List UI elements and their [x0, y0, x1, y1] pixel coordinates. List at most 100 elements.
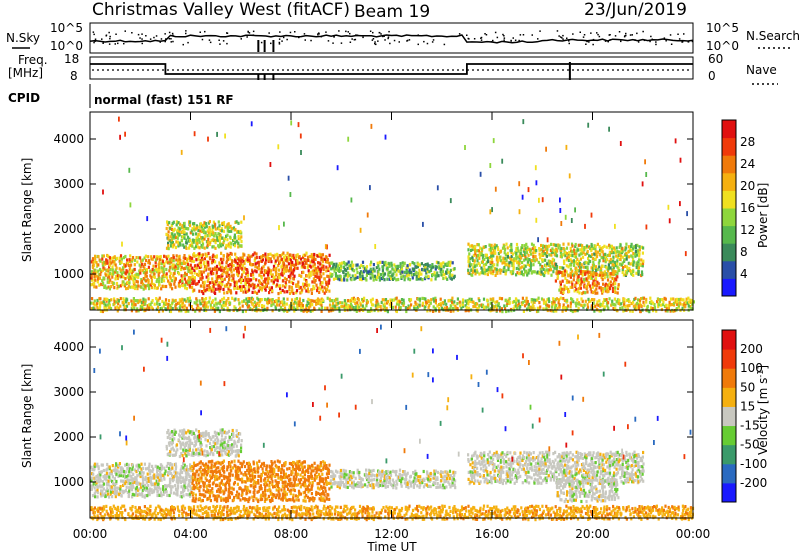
echo-cell	[177, 226, 180, 230]
nsearch-dot	[279, 31, 281, 33]
echo-cell	[252, 253, 255, 257]
echo-cell	[151, 269, 154, 273]
echo-cell	[199, 263, 202, 267]
echo-cell	[309, 264, 312, 268]
echo-cell	[621, 306, 624, 310]
echo-cell	[214, 241, 217, 245]
echo-cell	[181, 281, 184, 285]
echo-cell	[571, 259, 574, 263]
echo-cell	[144, 254, 147, 258]
nsearch-dot	[566, 37, 568, 39]
echo-cell	[248, 255, 251, 259]
echo-cell	[481, 303, 485, 307]
nsearch-dot	[629, 34, 632, 36]
echo-cell	[177, 476, 180, 480]
echo-cell	[213, 280, 216, 284]
nsearch-dot	[378, 32, 381, 34]
echo-cell	[203, 280, 206, 284]
nsearch-dot	[490, 41, 493, 43]
echo-cell	[434, 298, 437, 303]
echo-cell	[277, 272, 281, 276]
echo-cell	[266, 306, 269, 310]
echo-cell	[487, 270, 490, 274]
echo-cell	[90, 465, 93, 469]
echo-cell	[284, 285, 287, 289]
echo-cell	[165, 464, 168, 468]
echo-cell	[577, 248, 580, 252]
echo-cell	[248, 299, 251, 303]
echo-cell	[630, 242, 633, 246]
echo-cell	[319, 287, 322, 291]
echo-cell	[173, 282, 176, 286]
echo-cell	[189, 271, 192, 275]
echo-cell	[614, 270, 617, 274]
echo-cell	[195, 299, 198, 303]
echo-cell	[194, 232, 198, 236]
echo-cell	[96, 479, 99, 483]
echo-cell	[142, 300, 145, 304]
echo-cell	[136, 463, 139, 467]
echo-cell	[369, 185, 371, 191]
echo-cell	[424, 275, 427, 279]
echo-cell	[121, 266, 125, 270]
echo-cell	[461, 303, 464, 307]
echo-cell	[116, 286, 119, 290]
echo-cell	[560, 266, 563, 270]
echo-cell	[443, 299, 446, 303]
echo-cell	[228, 437, 231, 441]
echo-cell	[206, 305, 210, 309]
echo-cell	[321, 253, 324, 257]
echo-cell	[140, 467, 143, 471]
echo-cell	[532, 243, 535, 247]
echo-cell	[141, 269, 144, 273]
echo-cell	[399, 271, 402, 275]
echo-cell	[282, 271, 286, 275]
echo-cell	[182, 260, 185, 264]
echo-cell	[101, 489, 104, 493]
echo-cell	[212, 225, 215, 229]
echo-cell	[148, 462, 151, 466]
echo-cell	[234, 449, 237, 453]
echo-cell	[162, 267, 165, 271]
echo-cell	[637, 249, 640, 253]
echo-cell	[148, 465, 151, 469]
echo-cell	[206, 240, 209, 244]
colorbar-swatch	[722, 225, 736, 244]
echo-cell	[423, 264, 426, 268]
echo-cell	[114, 263, 117, 267]
nsearch-dot	[681, 41, 684, 43]
echo-cell	[282, 265, 285, 269]
echo-cell	[426, 262, 429, 266]
echo-cell	[145, 258, 148, 263]
echo-cell	[173, 437, 176, 441]
echo-cell	[650, 302, 653, 306]
echo-cell	[109, 271, 112, 275]
echo-cell	[591, 282, 594, 286]
echo-cell	[176, 448, 179, 452]
echo-cell	[343, 303, 346, 307]
echo-cell	[479, 253, 482, 257]
cpid-text: normal (fast) 151 RF	[94, 93, 234, 107]
echo-cell	[223, 269, 226, 273]
echo-cell	[584, 291, 587, 295]
echo-cell	[167, 241, 170, 245]
echo-cell	[247, 285, 250, 289]
echo-cell	[673, 309, 677, 313]
echo-cell	[191, 469, 194, 473]
echo-cell	[168, 239, 171, 243]
echo-cell	[573, 309, 576, 313]
echo-cell	[162, 284, 165, 289]
echo-cell	[108, 495, 111, 499]
echo-cell	[281, 303, 284, 307]
echo-cell	[621, 247, 624, 251]
echo-cell	[375, 298, 378, 303]
nsearch-dot	[561, 37, 563, 39]
echo-cell	[172, 220, 175, 224]
echo-cell	[218, 281, 221, 285]
nsearch-dot	[208, 39, 211, 41]
echo-cell	[347, 306, 350, 311]
echo-cell	[219, 266, 222, 270]
echo-cell	[141, 304, 144, 308]
echo-cell	[160, 467, 163, 471]
echo-cell	[300, 265, 303, 269]
